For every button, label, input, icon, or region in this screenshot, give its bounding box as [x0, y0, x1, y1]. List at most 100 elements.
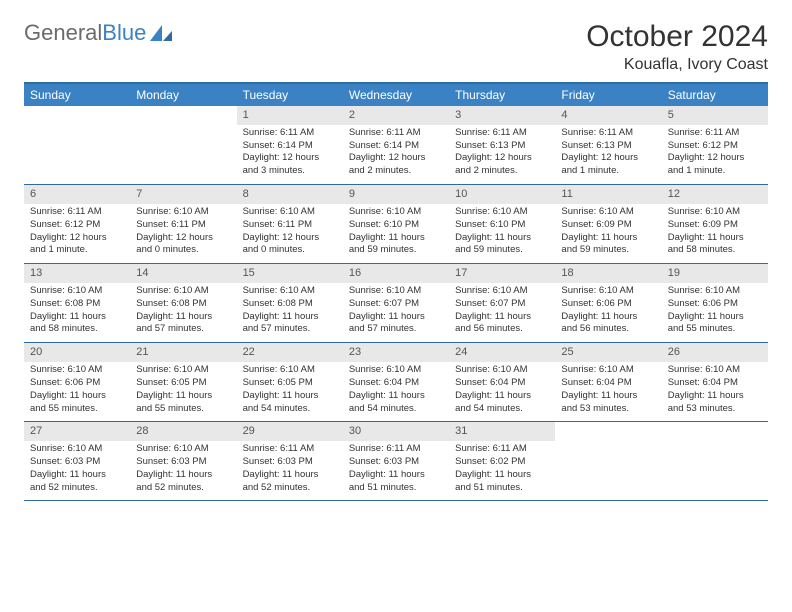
sunrise-text: Sunrise: 6:10 AM: [243, 364, 337, 377]
day-number: 30: [343, 422, 449, 441]
calendar: Sunday Monday Tuesday Wednesday Thursday…: [24, 82, 768, 501]
day-info: Sunrise: 6:11 AMSunset: 6:12 PMDaylight:…: [24, 204, 130, 263]
day-info: Sunrise: 6:10 AMSunset: 6:05 PMDaylight:…: [237, 362, 343, 421]
sunset-text: Sunset: 6:09 PM: [561, 219, 655, 232]
daylight-text: Daylight: 11 hours and 54 minutes.: [243, 390, 337, 416]
day-info: Sunrise: 6:10 AMSunset: 6:05 PMDaylight:…: [130, 362, 236, 421]
day-header-sun: Sunday: [24, 84, 130, 106]
day-info: Sunrise: 6:10 AMSunset: 6:10 PMDaylight:…: [343, 204, 449, 263]
day-info: Sunrise: 6:10 AMSunset: 6:08 PMDaylight:…: [24, 283, 130, 342]
sunset-text: Sunset: 6:03 PM: [243, 456, 337, 469]
sunset-text: Sunset: 6:08 PM: [30, 298, 124, 311]
logo-sail-icon: [148, 23, 174, 43]
sunrise-text: Sunrise: 6:11 AM: [349, 127, 443, 140]
day-number: 17: [449, 264, 555, 283]
sunrise-text: Sunrise: 6:10 AM: [243, 285, 337, 298]
day-cell: 10Sunrise: 6:10 AMSunset: 6:10 PMDayligh…: [449, 185, 555, 263]
day-number: 11: [555, 185, 661, 204]
month-title: October 2024: [586, 20, 768, 54]
sunrise-text: Sunrise: 6:10 AM: [349, 206, 443, 219]
daylight-text: Daylight: 11 hours and 52 minutes.: [243, 469, 337, 495]
day-info: Sunrise: 6:11 AMSunset: 6:03 PMDaylight:…: [343, 441, 449, 500]
sunset-text: Sunset: 6:09 PM: [668, 219, 762, 232]
day-info: Sunrise: 6:11 AMSunset: 6:14 PMDaylight:…: [343, 125, 449, 184]
daylight-text: Daylight: 11 hours and 55 minutes.: [668, 311, 762, 337]
daylight-text: Daylight: 11 hours and 56 minutes.: [455, 311, 549, 337]
sunrise-text: Sunrise: 6:10 AM: [561, 206, 655, 219]
day-header-wed: Wednesday: [343, 84, 449, 106]
day-info: Sunrise: 6:10 AMSunset: 6:06 PMDaylight:…: [555, 283, 661, 342]
location-subtitle: Kouafla, Ivory Coast: [586, 56, 768, 74]
daylight-text: Daylight: 11 hours and 54 minutes.: [349, 390, 443, 416]
day-cell: 27Sunrise: 6:10 AMSunset: 6:03 PMDayligh…: [24, 422, 130, 500]
daylight-text: Daylight: 12 hours and 2 minutes.: [455, 152, 549, 178]
daylight-text: Daylight: 12 hours and 1 minute.: [668, 152, 762, 178]
day-cell: 31Sunrise: 6:11 AMSunset: 6:02 PMDayligh…: [449, 422, 555, 500]
day-info: Sunrise: 6:10 AMSunset: 6:04 PMDaylight:…: [449, 362, 555, 421]
daylight-text: Daylight: 11 hours and 59 minutes.: [349, 232, 443, 258]
day-number: 27: [24, 422, 130, 441]
day-info: Sunrise: 6:11 AMSunset: 6:13 PMDaylight:…: [449, 125, 555, 184]
week-row: 20Sunrise: 6:10 AMSunset: 6:06 PMDayligh…: [24, 343, 768, 422]
sunset-text: Sunset: 6:03 PM: [349, 456, 443, 469]
daylight-text: Daylight: 11 hours and 57 minutes.: [349, 311, 443, 337]
day-cell: [24, 106, 130, 184]
sunrise-text: Sunrise: 6:11 AM: [243, 127, 337, 140]
day-cell: 6Sunrise: 6:11 AMSunset: 6:12 PMDaylight…: [24, 185, 130, 263]
day-info: Sunrise: 6:10 AMSunset: 6:09 PMDaylight:…: [662, 204, 768, 263]
sunrise-text: Sunrise: 6:11 AM: [243, 443, 337, 456]
sunrise-text: Sunrise: 6:11 AM: [349, 443, 443, 456]
sunset-text: Sunset: 6:04 PM: [455, 377, 549, 390]
weeks-container: 1Sunrise: 6:11 AMSunset: 6:14 PMDaylight…: [24, 106, 768, 501]
sunset-text: Sunset: 6:11 PM: [243, 219, 337, 232]
sunset-text: Sunset: 6:05 PM: [243, 377, 337, 390]
day-info: Sunrise: 6:10 AMSunset: 6:09 PMDaylight:…: [555, 204, 661, 263]
daylight-text: Daylight: 11 hours and 52 minutes.: [136, 469, 230, 495]
day-cell: 19Sunrise: 6:10 AMSunset: 6:06 PMDayligh…: [662, 264, 768, 342]
sunrise-text: Sunrise: 6:10 AM: [30, 285, 124, 298]
sunset-text: Sunset: 6:06 PM: [668, 298, 762, 311]
day-number: 9: [343, 185, 449, 204]
daylight-text: Daylight: 11 hours and 59 minutes.: [455, 232, 549, 258]
daylight-text: Daylight: 11 hours and 54 minutes.: [455, 390, 549, 416]
sunrise-text: Sunrise: 6:10 AM: [136, 285, 230, 298]
day-cell: 30Sunrise: 6:11 AMSunset: 6:03 PMDayligh…: [343, 422, 449, 500]
day-number: 15: [237, 264, 343, 283]
daylight-text: Daylight: 11 hours and 53 minutes.: [561, 390, 655, 416]
day-number: 23: [343, 343, 449, 362]
week-row: 13Sunrise: 6:10 AMSunset: 6:08 PMDayligh…: [24, 264, 768, 343]
sunrise-text: Sunrise: 6:10 AM: [455, 206, 549, 219]
daylight-text: Daylight: 11 hours and 51 minutes.: [349, 469, 443, 495]
title-block: October 2024 Kouafla, Ivory Coast: [586, 20, 768, 74]
daylight-text: Daylight: 11 hours and 51 minutes.: [455, 469, 549, 495]
sunset-text: Sunset: 6:08 PM: [136, 298, 230, 311]
day-cell: 1Sunrise: 6:11 AMSunset: 6:14 PMDaylight…: [237, 106, 343, 184]
day-cell: 11Sunrise: 6:10 AMSunset: 6:09 PMDayligh…: [555, 185, 661, 263]
day-cell: 17Sunrise: 6:10 AMSunset: 6:07 PMDayligh…: [449, 264, 555, 342]
day-info: Sunrise: 6:10 AMSunset: 6:07 PMDaylight:…: [449, 283, 555, 342]
day-header-row: Sunday Monday Tuesday Wednesday Thursday…: [24, 84, 768, 106]
day-number: 5: [662, 106, 768, 125]
sunset-text: Sunset: 6:04 PM: [349, 377, 443, 390]
daylight-text: Daylight: 11 hours and 52 minutes.: [30, 469, 124, 495]
week-row: 1Sunrise: 6:11 AMSunset: 6:14 PMDaylight…: [24, 106, 768, 185]
day-header-fri: Friday: [555, 84, 661, 106]
day-cell: 12Sunrise: 6:10 AMSunset: 6:09 PMDayligh…: [662, 185, 768, 263]
day-cell: 29Sunrise: 6:11 AMSunset: 6:03 PMDayligh…: [237, 422, 343, 500]
day-number: 31: [449, 422, 555, 441]
sunrise-text: Sunrise: 6:10 AM: [561, 364, 655, 377]
day-cell: 8Sunrise: 6:10 AMSunset: 6:11 PMDaylight…: [237, 185, 343, 263]
day-number: 13: [24, 264, 130, 283]
day-info: Sunrise: 6:11 AMSunset: 6:03 PMDaylight:…: [237, 441, 343, 500]
daylight-text: Daylight: 11 hours and 53 minutes.: [668, 390, 762, 416]
sunrise-text: Sunrise: 6:10 AM: [136, 443, 230, 456]
day-number: 21: [130, 343, 236, 362]
week-row: 27Sunrise: 6:10 AMSunset: 6:03 PMDayligh…: [24, 422, 768, 501]
day-cell: 21Sunrise: 6:10 AMSunset: 6:05 PMDayligh…: [130, 343, 236, 421]
sunset-text: Sunset: 6:05 PM: [136, 377, 230, 390]
day-info: Sunrise: 6:10 AMSunset: 6:03 PMDaylight:…: [24, 441, 130, 500]
daylight-text: Daylight: 11 hours and 55 minutes.: [30, 390, 124, 416]
sunset-text: Sunset: 6:14 PM: [243, 140, 337, 153]
sunrise-text: Sunrise: 6:10 AM: [668, 364, 762, 377]
day-cell: 25Sunrise: 6:10 AMSunset: 6:04 PMDayligh…: [555, 343, 661, 421]
